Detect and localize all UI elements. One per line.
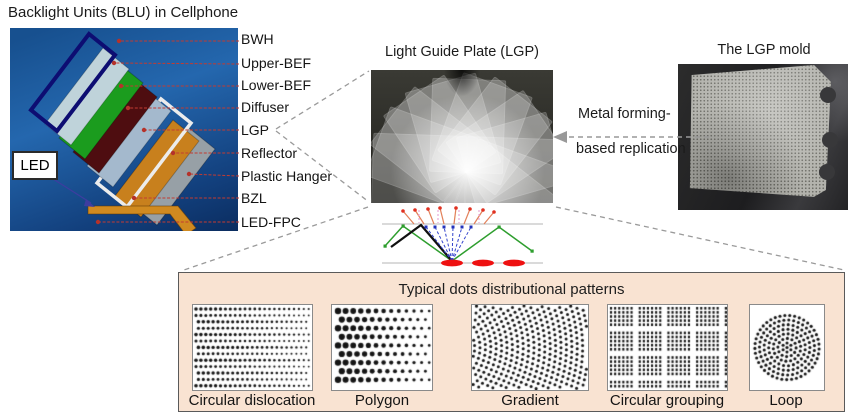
- green-ray: [384, 225, 533, 262]
- blu-layer-label-led-fpc: LED-FPC: [241, 214, 301, 230]
- blu-layer-label-bwh: BWH: [241, 31, 274, 47]
- blu-section-title: Backlight Units (BLU) in Cellphone: [8, 4, 239, 21]
- replication-arrowhead: [553, 131, 567, 143]
- pattern-label-loop: Loop: [769, 392, 803, 409]
- layer-led-fpc: [87, 205, 197, 231]
- mold-notch: [819, 164, 835, 180]
- replication-caption-line1: Metal forming-: [578, 106, 671, 122]
- pattern-canvas-gradient: [472, 305, 588, 390]
- mold-notch: [820, 87, 836, 103]
- pattern-tile-circular-grouping: [607, 304, 728, 391]
- blu-layer-label-upper-bef: Upper-BEF: [241, 55, 312, 71]
- replication-caption-line2: based replication: [576, 141, 686, 157]
- blu-layer-stack-graphic: [28, 31, 216, 231]
- mold-notch: [822, 132, 838, 148]
- pattern-label-gradient: Gradient: [501, 392, 559, 409]
- layer-bwh-frame: [28, 31, 118, 134]
- led-callout-box: LED: [12, 151, 58, 180]
- pattern-label-polygon: Polygon: [354, 392, 410, 409]
- pattern-canvas-circular-grouping: [608, 305, 727, 390]
- blu-layer-label-lower-bef: Lower-BEF: [241, 77, 312, 93]
- blu-layer-label-reflector: Reflector: [241, 145, 298, 161]
- pattern-tile-circular-dislocation: [192, 304, 313, 391]
- blu-layer-label-plastic-hanger: Plastic Hanger: [241, 168, 333, 184]
- pattern-canvas-loop: [750, 305, 824, 390]
- pattern-tile-gradient: [471, 304, 589, 391]
- lgp-photo-glow: [371, 70, 553, 203]
- blu-exploded-view-image: [10, 28, 238, 231]
- emitted-orange-rays: [401, 206, 496, 225]
- black-ray: [390, 223, 453, 262]
- blu-layer-label-lgp: LGP: [241, 122, 270, 138]
- pattern-canvas-polygon: [332, 305, 432, 390]
- mold-photo-title: The LGP mold: [717, 42, 811, 58]
- pattern-label-circular-grouping: Circular grouping: [609, 392, 725, 409]
- green-ray-markers: [383, 224, 534, 253]
- lgp-mold-photo: [678, 64, 848, 210]
- pattern-canvas-circular-dislocation: [193, 305, 312, 390]
- light-ray-diagram: [382, 206, 543, 267]
- scattering-dots: [441, 259, 525, 267]
- blu-layer-label-diffuser: Diffuser: [241, 99, 289, 115]
- pattern-tile-polygon: [331, 304, 433, 391]
- dot-patterns-panel-title: Typical dots distributional patterns: [398, 281, 625, 298]
- lgp-photo-title: Light Guide Plate (LGP): [385, 44, 539, 60]
- pattern-tile-loop: [749, 304, 825, 391]
- scattered-blue-rays: [424, 225, 473, 262]
- mold-plate: [689, 65, 831, 197]
- pink-normal-lines: [418, 210, 480, 223]
- dot-patterns-panel: Typical dots distributional patterns Cir…: [178, 272, 845, 412]
- pattern-label-circular-dislocation: Circular dislocation: [188, 392, 316, 409]
- lgp-photo: [371, 70, 553, 203]
- blu-layer-label-bzl: BZL: [241, 190, 267, 206]
